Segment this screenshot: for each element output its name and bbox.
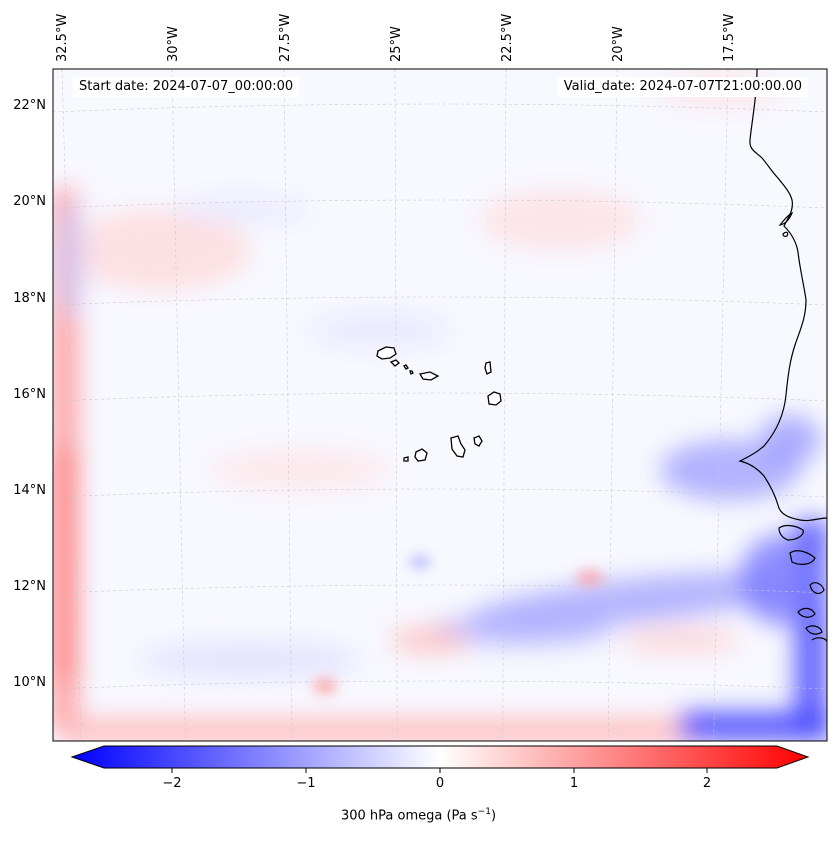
parallel-line <box>53 296 827 306</box>
map-frame <box>52 68 828 742</box>
parallel-line <box>53 680 827 690</box>
meridian-line <box>502 69 507 741</box>
meridian-line <box>171 69 186 741</box>
parallel-line <box>53 488 827 498</box>
lon-label: 17.5°W <box>722 13 737 62</box>
meridian-line <box>283 69 293 741</box>
parallel-line <box>53 103 827 113</box>
lon-label: 27.5°W <box>278 13 293 62</box>
lat-label: 16°N <box>13 387 46 402</box>
colorbar-tick-label: 2 <box>702 776 712 791</box>
coastline <box>738 69 827 643</box>
colorbar-label: 300 hPa omega (Pa s−1) <box>340 807 497 824</box>
colorbar <box>70 745 810 773</box>
lat-label: 20°N <box>13 194 46 209</box>
lon-label: 22.5°W <box>500 13 515 62</box>
lon-label: 20°W <box>611 26 626 62</box>
meridian-line <box>61 69 82 741</box>
meridian-line <box>713 69 729 741</box>
colorbar-tick-label: −1 <box>296 776 316 791</box>
lat-label: 14°N <box>13 483 46 498</box>
lat-label: 22°N <box>13 98 46 113</box>
colorbar-tick-label: 1 <box>569 776 579 791</box>
lon-label: 25°W <box>389 26 404 62</box>
lon-label: 30°W <box>166 26 181 62</box>
lon-label: 32.5°W <box>55 13 70 62</box>
start-date-label: Start date: 2024-07-07_00:00:00 <box>73 77 300 97</box>
valid-date-label: Valid_date: 2024-07-07T21:00:00.00 <box>557 77 808 97</box>
colorbar-tick-label: −2 <box>162 776 182 791</box>
lat-label: 12°N <box>13 579 46 594</box>
meridian-line <box>394 69 398 741</box>
omega-anomalies <box>53 74 827 741</box>
lat-label: 18°N <box>13 291 46 306</box>
lat-label: 10°N <box>13 675 46 690</box>
parallel-line <box>53 584 827 594</box>
graticule <box>53 69 827 741</box>
parallel-line <box>53 392 827 402</box>
meridian-line <box>607 69 618 741</box>
colorbar-tick-label: 0 <box>435 776 445 791</box>
omega-field <box>53 69 827 741</box>
cape-verde-islands <box>376 346 502 462</box>
parallel-line <box>53 199 827 209</box>
